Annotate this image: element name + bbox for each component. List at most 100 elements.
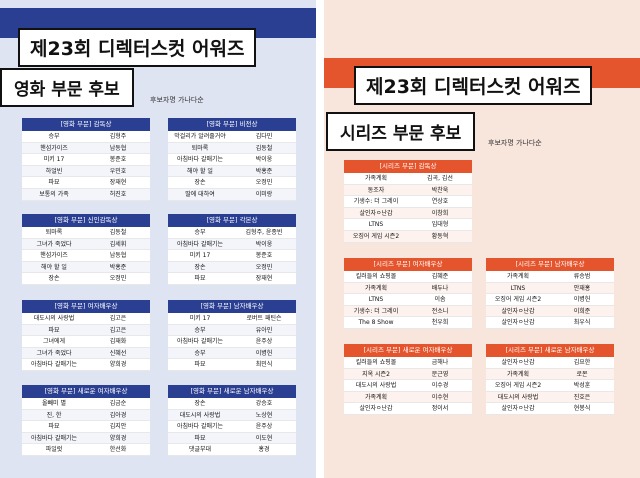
nominee-card: [시리즈 부문] 감독상 가족계획 김곡, 김선 동조자 박찬욱 기생수: 더 그레이 연상… [344, 160, 472, 243]
nominee-name: 한선화 [109, 446, 127, 454]
nominee-card: [영화 부문] 비전상 막걸리가 알려줄거야 김다민 퇴마록 김동철 아침바다 갈매기는 박… [168, 118, 296, 201]
work-title: 딸에 대하여 [185, 190, 215, 198]
nominee-card: [영화 부문] 신인감독상 퇴마록 김동철 그녀가 죽었다 김세휘 핸섬가이즈 남동협 해야 … [22, 214, 150, 285]
nominee-name: 오정민 [255, 179, 273, 187]
nominee-row: 파묘 장재현 [22, 177, 150, 189]
nominee-name: 김아경 [109, 411, 127, 419]
nominee-row: 기생수: 더 그레이 전소니 [344, 305, 472, 318]
nominee-row: 아침바다 갈매기는 윤주상 [168, 336, 296, 348]
nominee-row: 대도시의 사랑법 진호은 [486, 391, 614, 404]
nominee-name: 임대형 [431, 221, 449, 229]
nominee-row: 해야 할 일 박홍준 [22, 261, 150, 274]
work-title: 그녀가 죽었다 [36, 349, 72, 357]
work-title: 살인자ㅇ난감 [359, 209, 393, 217]
nominee-row: 파일럿 한선화 [22, 444, 150, 456]
nominee-row: 오징어 게임 시즌2 이병헌 [486, 294, 614, 306]
work-title: 동조자 [367, 186, 385, 194]
section-title: 시리즈 부문 후보 [326, 112, 476, 151]
nominee-row: 승부 김형주, 윤종빈 [168, 227, 296, 239]
nominee-name: 김곡, 김선 [427, 175, 453, 182]
nominee-name: 이병헌 [255, 349, 273, 357]
nominee-name: 이수경 [431, 382, 449, 390]
category-header: [영화 부문] 새로운 여자배우상 [22, 385, 150, 398]
nominee-row: 올빼미 별 김금순 [22, 398, 150, 410]
work-title: The 8 Show [358, 319, 394, 327]
nominee-name: 유아인 [255, 326, 273, 334]
work-title: 댓글부대 [188, 446, 212, 454]
main-title: 제23회 디렉터스컷 어워즈 [18, 28, 257, 67]
category-header: [영화 부문] 감독상 [22, 118, 150, 131]
work-title: 가족계획 [364, 393, 388, 401]
nominee-name: 박이웅 [255, 156, 273, 164]
nominee-row: 파묘 장재현 [168, 273, 296, 285]
nominee-name: 김재화 [109, 338, 127, 346]
nominee-card: [시리즈 부문] 새로운 남자배우상 살인자ㅇ난감 김요한 가족계획 로몬 오징어 게임 … [486, 344, 614, 415]
work-title: 가족계획 [364, 175, 388, 182]
nominee-row: 장손 오정민 [168, 177, 296, 189]
nominee-name: 신혜선 [109, 349, 127, 357]
nominee-row: 퇴마록 김동철 [168, 142, 296, 155]
work-title: 가족계획 [506, 370, 530, 378]
work-title: 대도시의 사랑법 [33, 315, 75, 322]
nominee-row: 오징어 게임 시즌2 박성훈 [486, 380, 614, 392]
nominee-row: 살인자ㅇ난감 이희준 [486, 305, 614, 318]
nominee-row: 승부 김형주 [22, 131, 150, 143]
film-nominees-poster: 제23회 디렉터스컷 어워즈 영화 부문 후보 후보자명 가나다순 [영화 부문… [0, 0, 316, 478]
nominee-name: 이창희 [431, 209, 449, 217]
nominee-row: 가족계획 로몬 [486, 368, 614, 381]
nominee-row: 아침바다 갈매기는 양희경 [22, 359, 150, 371]
work-title: 파묘 [194, 434, 206, 442]
nominee-name: 이솜 [434, 296, 446, 304]
work-title: LTNS [510, 284, 526, 292]
nominee-name: 연상호 [431, 198, 449, 206]
nominee-row: The 8 Show 천우희 [344, 317, 472, 329]
nominee-name: 현봉식 [573, 405, 591, 413]
nominee-row: 핸섬가이즈 남동협 [22, 142, 150, 155]
category-header: [영화 부문] 남자배우상 [168, 300, 296, 313]
nominee-row: LTNS 이솜 [344, 294, 472, 306]
nominee-name: 김다민 [255, 133, 273, 140]
nominee-row: 아침바다 갈매기는 박이웅 [168, 238, 296, 251]
nominee-card: [영화 부문] 여자배우상 대도시의 사랑법 김고은 파묘 김고은 그녀에게 김재화 그녀가 … [22, 300, 150, 371]
nominee-name: 김혜준 [431, 273, 449, 280]
nominee-row: 그녀에게 김재화 [22, 336, 150, 348]
nominee-card: [영화 부문] 남자배우상 미키 17 로버트 패틴슨 승부 유아인 아침바다 갈매기는 윤… [168, 300, 296, 371]
section-title: 영화 부문 후보 [0, 68, 134, 107]
nominee-name: 류승범 [573, 273, 591, 280]
nominee-row: 기생수: 더 그레이 연상호 [344, 196, 472, 208]
work-title: 기생수: 더 그레이 [353, 307, 399, 315]
category-header: [시리즈 부문] 새로운 여자배우상 [344, 344, 472, 357]
work-title: 장손 [194, 400, 206, 407]
work-title: 승부 [194, 349, 206, 357]
nominee-name: 노상현 [255, 411, 273, 419]
sort-note: 후보자명 가나다순 [150, 96, 204, 104]
nominee-name: 로버트 패틴슨 [246, 315, 282, 322]
work-title: 가족계획 [506, 273, 530, 280]
nominee-name: 황동혁 [431, 232, 449, 240]
work-title: 해야 할 일 [187, 167, 213, 175]
nominee-card: [영화 부문] 각본상 승부 김형주, 윤종빈 아침바다 갈매기는 박이웅 미키 17 봉준… [168, 214, 296, 285]
nominee-name: 박이웅 [255, 240, 273, 248]
nominee-name: 진호은 [573, 393, 591, 401]
category-header: [영화 부문] 새로운 남자배우상 [168, 385, 296, 398]
nominee-row: 그녀가 죽었다 신혜선 [22, 347, 150, 360]
nominee-name: 이수현 [431, 393, 449, 401]
main-title: 제23회 디렉터스컷 어워즈 [354, 66, 593, 105]
nominee-name: 강승호 [255, 400, 273, 407]
work-title: 보통의 가족 [39, 190, 69, 198]
nominee-name: 이병헌 [573, 296, 591, 304]
category-header: [영화 부문] 비전상 [168, 118, 296, 131]
work-title: 가족계획 [364, 284, 388, 292]
work-title: 장손 [194, 263, 206, 271]
work-title: 오징어 게임 시즌2 [494, 382, 542, 390]
work-title: 파묘 [48, 423, 60, 431]
nominee-row: 장손 오정민 [22, 273, 150, 285]
nominee-row: 딸에 대하여 이미랑 [168, 188, 296, 201]
nominee-name: 천우희 [431, 319, 449, 327]
work-title: 파일럿 [45, 446, 63, 454]
nominee-row: 파묘 김지안 [22, 421, 150, 433]
work-title: 살인자ㅇ난감 [501, 307, 535, 315]
work-title: 파묘 [194, 275, 206, 283]
nominee-card: [영화 부문] 감독상 승부 김형주 핸섬가이즈 남동협 미키 17 봉준호 하얼빈 우민호 파묘… [22, 118, 150, 201]
work-title: 아침바다 갈매기는 [176, 240, 224, 248]
